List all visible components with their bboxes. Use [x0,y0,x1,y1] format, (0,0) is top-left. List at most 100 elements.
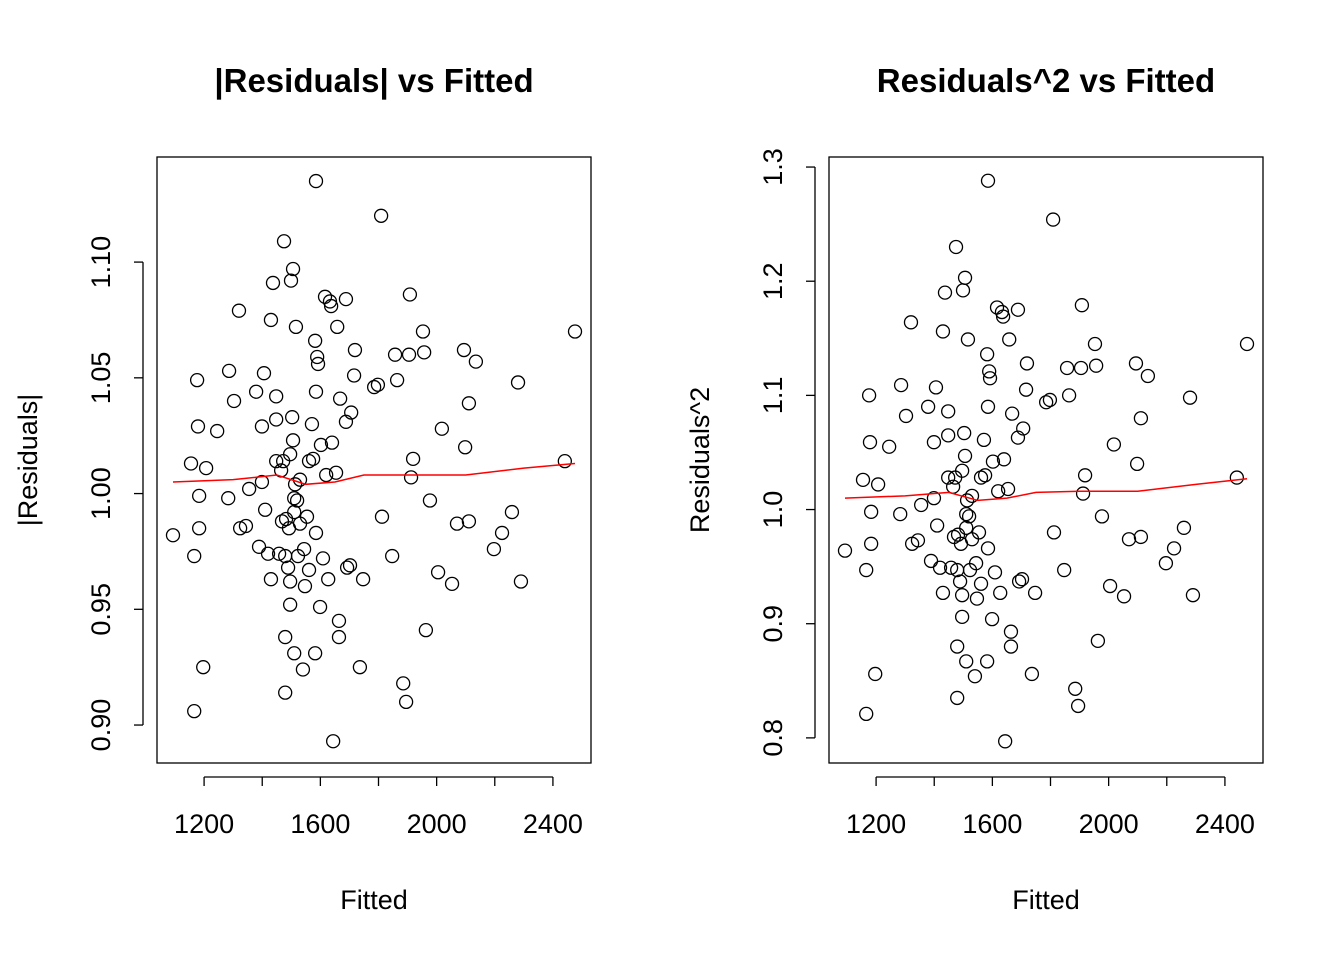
point [296,541,312,557]
point [1068,681,1083,696]
point [957,448,973,464]
point [1019,356,1035,371]
point [321,572,336,587]
point [308,173,324,189]
point [870,477,886,492]
point [977,468,993,483]
x-tick-label: 2000 [1079,809,1139,839]
point [251,539,267,554]
point [330,319,345,335]
point [241,481,257,497]
point [882,439,897,454]
point [402,287,418,302]
point [971,525,987,540]
point [1229,470,1244,485]
point [189,372,205,388]
point [1024,666,1040,682]
point [457,440,473,455]
point [210,423,225,439]
x-tick-label: 2000 [407,809,467,839]
point [276,234,292,249]
point [1182,390,1198,405]
point [935,585,951,601]
panel: |Residuals| vs Fitted Fitted |Residuals| 12… [13,62,592,915]
point [1140,368,1156,384]
point [192,488,207,504]
point [979,347,995,362]
y-tick-label: 1.1 [758,377,788,415]
point [307,646,323,661]
point [1128,356,1144,371]
point [416,345,432,360]
point [385,548,400,564]
point [468,354,484,369]
point [982,371,998,386]
point [979,654,995,669]
point [456,342,472,358]
point [898,408,914,424]
point [254,474,270,490]
point [280,560,296,575]
point [183,456,199,471]
point [837,543,853,558]
point [165,528,181,543]
point [959,506,974,522]
point [347,342,363,358]
point [285,410,300,425]
point [969,591,985,606]
point [1088,358,1104,373]
point [289,493,305,508]
point [1176,520,1192,535]
y-tick-label: 0.90 [86,699,116,752]
point [893,506,908,522]
point [1002,332,1017,347]
point [968,556,984,571]
point [982,364,997,379]
point [285,261,301,277]
panel: Residuals^2 vs Fitted Fitted Residuals^2 12… [685,62,1264,915]
point [396,676,411,691]
point [943,560,959,575]
point [288,319,304,335]
point [308,384,324,399]
point [373,208,389,223]
point [954,609,970,625]
point [903,315,919,330]
point [859,706,874,722]
point [313,437,329,453]
point [959,654,974,669]
point [1004,406,1020,421]
point [387,347,403,362]
point [346,368,362,383]
point [269,389,284,404]
point [1116,589,1132,604]
point [260,546,276,561]
point [859,562,874,578]
point [1166,541,1182,556]
point [557,454,572,469]
point [486,541,502,557]
point [192,521,207,536]
point [868,666,883,682]
point [926,490,942,506]
point [1010,302,1026,317]
point [973,576,989,591]
x-tick-label: 1600 [962,809,1022,839]
point [422,493,438,508]
point [187,548,202,564]
point [959,520,974,535]
point [1018,382,1034,397]
point [1000,481,1016,497]
point [998,734,1013,749]
point [403,470,419,485]
point [278,511,294,527]
smooth-line [844,477,1248,502]
point [310,356,326,372]
point [226,393,242,409]
point [996,452,1012,467]
point [948,239,964,255]
point [231,303,247,318]
point [401,347,417,362]
point [449,516,465,531]
point [319,467,334,483]
